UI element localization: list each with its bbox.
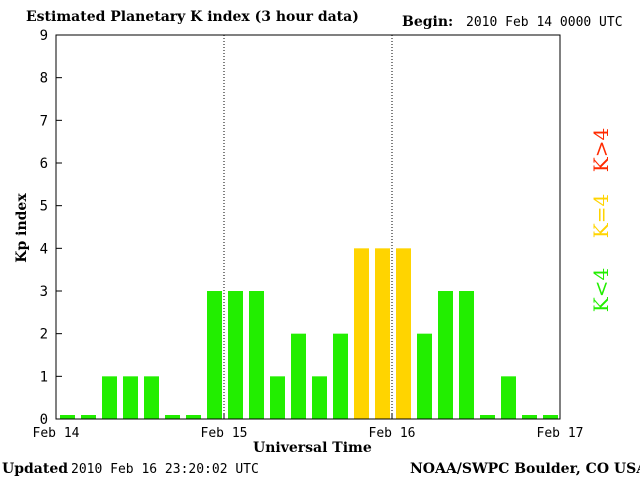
kp-bar [102, 376, 117, 419]
y-tick-label: 3 [40, 284, 48, 300]
kp-bar [522, 415, 537, 419]
kp-bar [81, 415, 96, 419]
kp-bar [249, 291, 264, 419]
legend-k-equal-4: K=4 [589, 193, 613, 239]
x-tick-label: Feb 14 [33, 426, 80, 441]
x-axis-label: Universal Time [253, 440, 372, 456]
y-tick-label: 8 [40, 71, 48, 87]
plot-frame [55, 34, 561, 420]
kp-bar [396, 248, 411, 419]
x-tick-label: Feb 17 [537, 426, 584, 441]
kp-bar [543, 415, 558, 419]
kp-bar [375, 248, 390, 419]
begin-value: 2010 Feb 14 0000 UTC [466, 15, 623, 30]
kp-bar [291, 333, 306, 419]
begin-label: Begin: [402, 14, 454, 30]
kp-bar [270, 376, 285, 419]
kp-bar [438, 291, 453, 419]
source-credit: NOAA/SWPC Boulder, CO USA [410, 461, 640, 477]
kp-bar [312, 376, 327, 419]
y-tick-label: 9 [40, 28, 48, 44]
kp-bar [228, 291, 243, 419]
legend-k-greater-4: K>4 [589, 127, 613, 173]
updated-value: 2010 Feb 16 23:20:02 UTC [71, 462, 259, 477]
y-tick-label: 6 [40, 156, 48, 172]
chart-title: Estimated Planetary K index (3 hour data… [26, 9, 359, 25]
kp-bar [123, 376, 138, 419]
kp-bar [354, 248, 369, 419]
y-tick-label: 7 [40, 113, 48, 129]
kp-bar [60, 415, 75, 419]
y-tick-label: 5 [40, 199, 48, 215]
kp-bar [417, 333, 432, 419]
kp-bar [186, 415, 201, 419]
y-tick-label: 2 [40, 327, 48, 343]
y-tick-label: 4 [40, 241, 48, 257]
kp-bar [459, 291, 474, 419]
y-tick-label: 1 [40, 369, 48, 385]
kp-bar [480, 415, 495, 419]
x-tick-label: Feb 15 [201, 426, 248, 441]
kp-bar [144, 376, 159, 419]
x-tick-label: Feb 16 [369, 426, 416, 441]
kp-bar [207, 291, 222, 419]
y-tick-label: 0 [40, 412, 48, 428]
legend-k-less-4: K<4 [589, 267, 613, 313]
kp-bar [501, 376, 516, 419]
kp-bar [165, 415, 180, 419]
updated-label: Updated [2, 461, 69, 477]
kp-bar [333, 333, 348, 419]
